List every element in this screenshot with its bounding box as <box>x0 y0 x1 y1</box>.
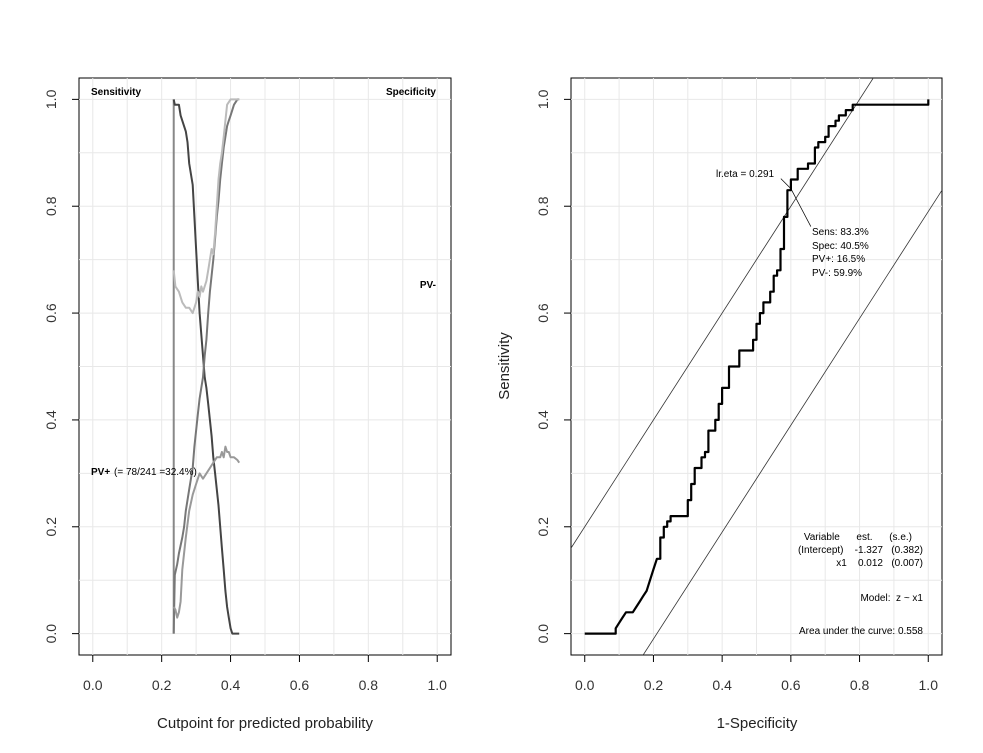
left-x-axis-title: Cutpoint for predicted probability <box>157 715 373 732</box>
x-tick-label: 1.0 <box>427 677 447 693</box>
right-x-axis-title: 1-Specificity <box>717 715 798 732</box>
series-line-specificity <box>172 98 240 634</box>
y-tick-label: 0.4 <box>535 410 551 430</box>
y-tick-label: 0.6 <box>535 303 551 323</box>
y-tick-label: 0.0 <box>535 624 551 644</box>
x-tick-label: 0.0 <box>575 677 595 693</box>
x-tick-label: 0.8 <box>359 677 379 693</box>
x-tick-label: 1.0 <box>919 677 939 693</box>
y-tick-label: 0.2 <box>535 517 551 537</box>
coef-table-row-x1: x1 0.012 (0.007) <box>836 558 923 569</box>
stats-leader-line <box>790 188 812 227</box>
x-tick-label: 0.2 <box>644 677 664 693</box>
y-tick-label: 0.6 <box>43 303 59 323</box>
lr-eta-leader-line <box>780 178 792 189</box>
series-line-sensitivity <box>172 99 240 635</box>
right-axis-ticks: 0.0 0.2 0.4 0.6 0.8 1.0 0.0 0.2 0.4 0.6 0.8 1.0 <box>535 89 938 693</box>
series-line-pv <box>172 98 240 315</box>
pv-plus-label: PV+ <box>91 467 110 478</box>
pv-minus-label: PV- <box>420 280 436 291</box>
coef-table-row-intercept: (Intercept) -1.327 (0.382) <box>798 545 923 556</box>
reference-diagonal-line <box>571 78 874 549</box>
right-grid <box>571 78 942 655</box>
specificity-label: Specificity <box>386 87 436 98</box>
reference-diagonal-line <box>642 189 942 655</box>
right-series <box>571 78 942 655</box>
pv-minus-stat: PV-: 59.9% <box>812 268 862 279</box>
y-tick-label: 1.0 <box>535 89 551 109</box>
cutpoint-panel: 0.0 0.2 0.4 0.6 0.8 1.0 0.0 0.2 0.4 0.6 0.8 1.0 Sen… <box>43 77 452 732</box>
x-tick-label: 0.6 <box>781 677 801 693</box>
right-y-axis-title: Sensitivity <box>496 332 513 400</box>
series-line-pv <box>172 445 241 619</box>
y-tick-label: 0.8 <box>43 196 59 216</box>
x-tick-label: 0.4 <box>221 677 241 693</box>
pv-plus-stat: PV+: 16.5% <box>812 254 865 265</box>
sens-label: Sens: 83.3% <box>812 227 869 238</box>
y-tick-label: 0.2 <box>43 517 59 537</box>
x-tick-label: 0.8 <box>850 677 870 693</box>
x-tick-label: 0.4 <box>712 677 732 693</box>
y-tick-label: 0.4 <box>43 410 59 430</box>
x-tick-label: 0.6 <box>290 677 310 693</box>
x-tick-label: 0.2 <box>152 677 172 693</box>
x-tick-label: 0.0 <box>83 677 103 693</box>
sensitivity-label: Sensitivity <box>91 87 141 98</box>
auc-label: Area under the curve: 0.558 <box>799 626 923 637</box>
y-tick-label: 1.0 <box>43 89 59 109</box>
roc-panel: 0.0 0.2 0.4 0.6 0.8 1.0 0.0 0.2 0.4 0.6 0.8 1.0 lr.… <box>496 77 943 732</box>
left-axis-ticks: 0.0 0.2 0.4 0.6 0.8 1.0 0.0 0.2 0.4 0.6 0.8 1.0 <box>43 89 447 693</box>
spec-label: Spec: 40.5% <box>812 241 869 252</box>
y-tick-label: 0.0 <box>43 624 59 644</box>
pv-plus-detail: (= 78/241 =32.4%) <box>114 467 197 478</box>
lr-eta-label: lr.eta = 0.291 <box>716 169 775 180</box>
left-series <box>172 98 241 635</box>
model-formula: Model: z ~ x1 <box>860 593 923 604</box>
coef-table-header: Variable est. (s.e.) <box>804 532 912 543</box>
left-grid <box>79 78 451 655</box>
series-line-roc <box>584 99 930 635</box>
y-tick-label: 0.8 <box>535 196 551 216</box>
